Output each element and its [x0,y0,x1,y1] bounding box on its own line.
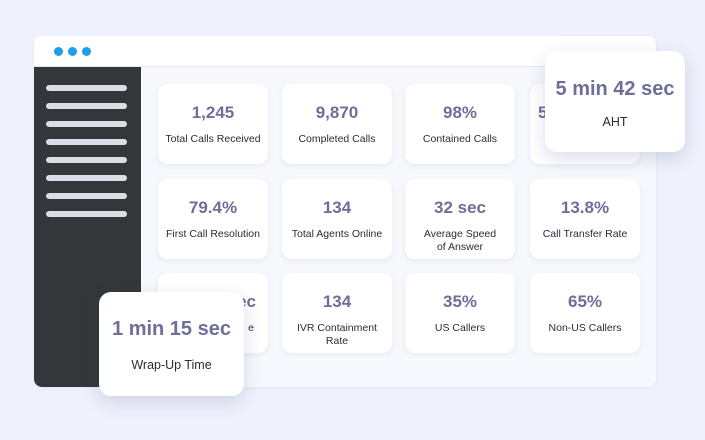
metric-label: Contained Calls [422,133,498,145]
metric-label: Average Speed of Answer [423,228,497,253]
metric-label: Total Calls Received [165,133,261,145]
metric-card-transfer-rate[interactable]: 13.8% Call Transfer Rate [530,179,640,259]
metric-value: 32 sec [434,198,486,217]
metric-label: IVR Containment Rate [297,322,377,347]
metric-value: 134 [322,292,352,311]
metric-label: Call Transfer Rate [542,228,628,240]
highlight-card-aht[interactable]: 5 min 42 sec AHT [545,51,685,152]
metric-label: US Callers [434,322,486,334]
highlight-label: Wrap-Up Time [131,358,212,372]
metric-label: e [248,322,254,334]
sidebar-menu-item[interactable] [46,211,127,217]
sidebar-menu-item[interactable] [46,157,127,163]
metric-card-ivr-containment[interactable]: 134 IVR Containment Rate [282,273,392,353]
metric-value: 13.8% [560,198,610,217]
metric-label: Non-US Callers [548,322,622,334]
highlight-card-wrap-up[interactable]: 1 min 15 sec Wrap-Up Time [99,292,244,396]
metric-card-us-callers[interactable]: 35% US Callers [405,273,515,353]
sidebar-menu-item[interactable] [46,139,127,145]
highlight-label: AHT [602,115,628,129]
metric-card-speed-of-answer[interactable]: 32 sec Average Speed of Answer [405,179,515,259]
sidebar-menu-item[interactable] [46,85,127,91]
metric-value: 98% [442,103,478,122]
metric-value: 1,245 [191,103,235,122]
metric-value: 134 [322,198,352,217]
sidebar-menu-item[interactable] [46,103,127,109]
window-dot-icon[interactable] [68,47,77,56]
sidebar-menu-item[interactable] [46,175,127,181]
metric-label: Completed Calls [298,133,376,145]
metric-label: Total Agents Online [291,228,383,240]
metric-card-first-call-resolution[interactable]: 79.4% First Call Resolution [158,179,268,259]
highlight-value: 1 min 15 sec [112,318,231,340]
window-dot-icon[interactable] [82,47,91,56]
window-dot-icon[interactable] [54,47,63,56]
metric-card-completed-calls[interactable]: 9,870 Completed Calls [282,84,392,164]
metric-value: 65% [567,292,603,311]
metric-value: 9,870 [315,103,359,122]
metric-card-total-calls[interactable]: 1,245 Total Calls Received [158,84,268,164]
sidebar-menu-item[interactable] [46,193,127,199]
metric-label: First Call Resolution [166,228,260,240]
sidebar-menu-item[interactable] [46,121,127,127]
metric-card-non-us-callers[interactable]: 65% Non-US Callers [530,273,640,353]
metric-card-contained-calls[interactable]: 98% Contained Calls [405,84,515,164]
metric-value: 35% [442,292,478,311]
highlight-value: 5 min 42 sec [555,78,675,100]
metric-value: 79.4% [188,198,238,217]
metric-card-agents-online[interactable]: 134 Total Agents Online [282,179,392,259]
metric-value: 5 [538,103,548,122]
